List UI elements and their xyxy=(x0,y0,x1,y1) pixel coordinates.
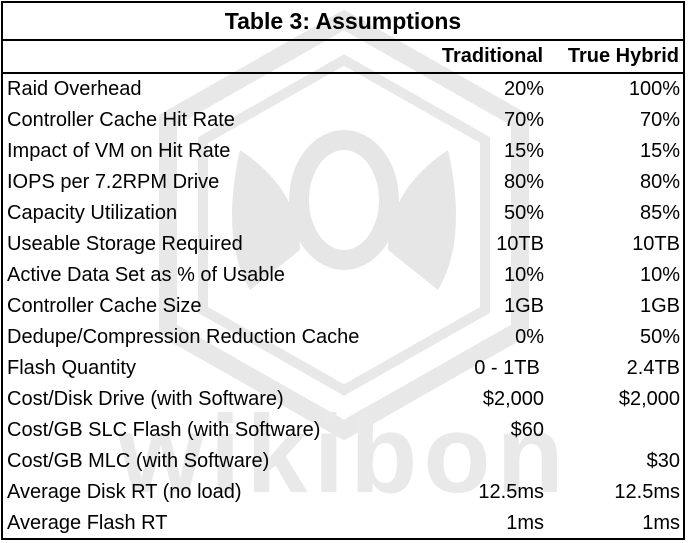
column-header-row: Traditional True Hybrid xyxy=(3,41,683,74)
true-hybrid-value: 1ms xyxy=(642,512,680,534)
table-row: Raid Overhead 20% 100% xyxy=(3,74,683,105)
table-row: Cost/Disk Drive (with Software) $2,000 $… xyxy=(3,384,683,415)
true-hybrid-value: $2,000 xyxy=(618,388,680,410)
table-row: Cost/GB SLC Flash (with Software) $60 xyxy=(3,415,683,446)
table-row: Dedupe/Compression Reduction Cache 0% 50… xyxy=(3,322,683,353)
row-label: Useable Storage Required xyxy=(7,233,243,255)
true-hybrid-value: 85% xyxy=(639,202,680,224)
table-row: Controller Cache Size 1GB 1GB xyxy=(3,291,683,322)
row-label: Active Data Set as % of Usable xyxy=(7,264,285,286)
traditional-value: 10TB xyxy=(496,233,544,255)
true-hybrid-value: $30 xyxy=(646,450,680,472)
row-label: Average Disk RT (no load) xyxy=(7,481,242,503)
true-hybrid-value: 70% xyxy=(639,109,680,131)
true-hybrid-value: 2.4TB xyxy=(626,357,680,379)
traditional-value: 1ms xyxy=(506,512,544,534)
true-hybrid-value: 10TB xyxy=(632,233,680,255)
row-label: Flash Quantity xyxy=(7,357,136,379)
true-hybrid-value: 50% xyxy=(639,326,680,348)
table-row: Impact of VM on Hit Rate 15% 15% xyxy=(3,136,683,167)
table-row: Average Flash RT 1ms 1ms xyxy=(3,508,683,539)
traditional-value: 70% xyxy=(503,109,544,131)
traditional-value: 80% xyxy=(503,171,544,193)
row-label: Dedupe/Compression Reduction Cache xyxy=(7,326,360,348)
row-label: Cost/Disk Drive (with Software) xyxy=(7,388,284,410)
traditional-value: 10% xyxy=(503,264,544,286)
traditional-value: 12.5ms xyxy=(478,481,544,503)
row-label: Controller Cache Hit Rate xyxy=(7,109,235,131)
table-title: Table 3: Assumptions xyxy=(3,3,683,41)
true-hybrid-value: 15% xyxy=(639,140,680,162)
traditional-value: $2,000 xyxy=(482,388,544,410)
true-hybrid-value: 12.5ms xyxy=(614,481,680,503)
traditional-value: 1GB xyxy=(503,295,544,317)
table-row: IOPS per 7.2RPM Drive 80% 80% xyxy=(3,167,683,198)
row-label: Average Flash RT xyxy=(7,512,168,534)
column-header-true-hybrid: True Hybrid xyxy=(567,45,679,67)
table-row: Flash Quantity 0 - 1TB 2.4TB xyxy=(3,353,683,384)
table-row: Average Disk RT (no load) 12.5ms 12.5ms xyxy=(3,477,683,508)
true-hybrid-value: 100% xyxy=(628,78,680,100)
true-hybrid-value: 80% xyxy=(639,171,680,193)
table-row: Active Data Set as % of Usable 10% 10% xyxy=(3,260,683,291)
traditional-value: 0% xyxy=(515,326,544,348)
table-row: Capacity Utilization 50% 85% xyxy=(3,198,683,229)
true-hybrid-value: 10% xyxy=(639,264,680,286)
row-label: Cost/GB SLC Flash (with Software) xyxy=(7,419,321,441)
row-label: Capacity Utilization xyxy=(7,202,178,224)
traditional-value: 50% xyxy=(503,202,544,224)
true-hybrid-value: 1GB xyxy=(639,295,680,317)
row-label: Raid Overhead xyxy=(7,78,142,100)
row-label: Impact of VM on Hit Rate xyxy=(7,140,231,162)
traditional-value: $60 xyxy=(510,419,544,441)
traditional-value: 0 - 1TB xyxy=(474,357,540,379)
table-body: Raid Overhead 20% 100% Controller Cache … xyxy=(3,74,683,539)
row-label: Controller Cache Size xyxy=(7,295,202,317)
table-row: Controller Cache Hit Rate 70% 70% xyxy=(3,105,683,136)
row-label: Cost/GB MLC (with Software) xyxy=(7,450,270,472)
table-row: Cost/GB MLC (with Software) $30 xyxy=(3,446,683,477)
table-row: Useable Storage Required 10TB 10TB xyxy=(3,229,683,260)
traditional-value: 20% xyxy=(503,78,544,100)
column-header-traditional: Traditional xyxy=(441,45,543,67)
traditional-value: 15% xyxy=(503,140,544,162)
row-label: IOPS per 7.2RPM Drive xyxy=(7,171,220,193)
